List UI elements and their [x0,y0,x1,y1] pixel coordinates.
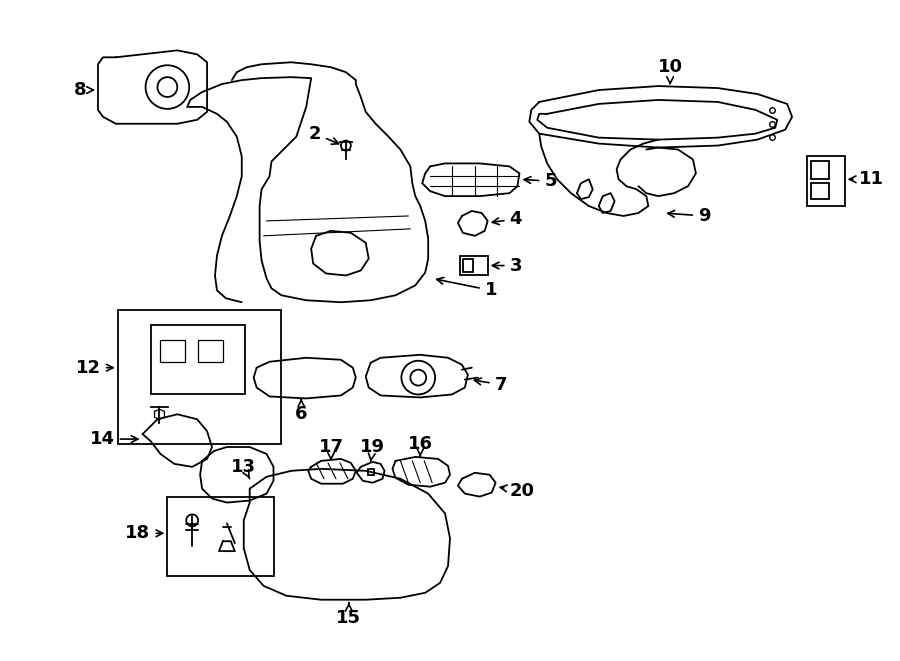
Text: 6: 6 [295,399,308,423]
Bar [463,258,473,272]
Text: 13: 13 [231,458,256,479]
Bar [811,183,829,199]
Text: 11: 11 [850,171,884,188]
Text: 15: 15 [337,603,362,627]
Bar [198,340,223,362]
Text: 12: 12 [76,359,113,377]
Text: 20: 20 [500,482,535,500]
Text: 10: 10 [658,58,682,83]
Text: 5: 5 [524,173,557,190]
Text: 19: 19 [360,438,385,461]
Text: 16: 16 [408,435,433,456]
Bar [811,161,829,179]
Text: 8: 8 [74,81,94,99]
Text: 1: 1 [436,278,497,299]
Bar [460,256,488,276]
Text: 9: 9 [668,207,710,225]
Bar [118,310,282,444]
Text: 17: 17 [319,438,344,459]
Bar [807,157,845,206]
Text: 2: 2 [309,125,338,144]
Bar [160,340,185,362]
Text: 18: 18 [125,524,163,542]
Text: 7: 7 [474,375,507,393]
Bar [150,325,245,395]
Text: 4: 4 [492,210,522,228]
Text: 14: 14 [90,430,138,448]
Bar [167,496,274,576]
Text: 3: 3 [492,256,522,274]
